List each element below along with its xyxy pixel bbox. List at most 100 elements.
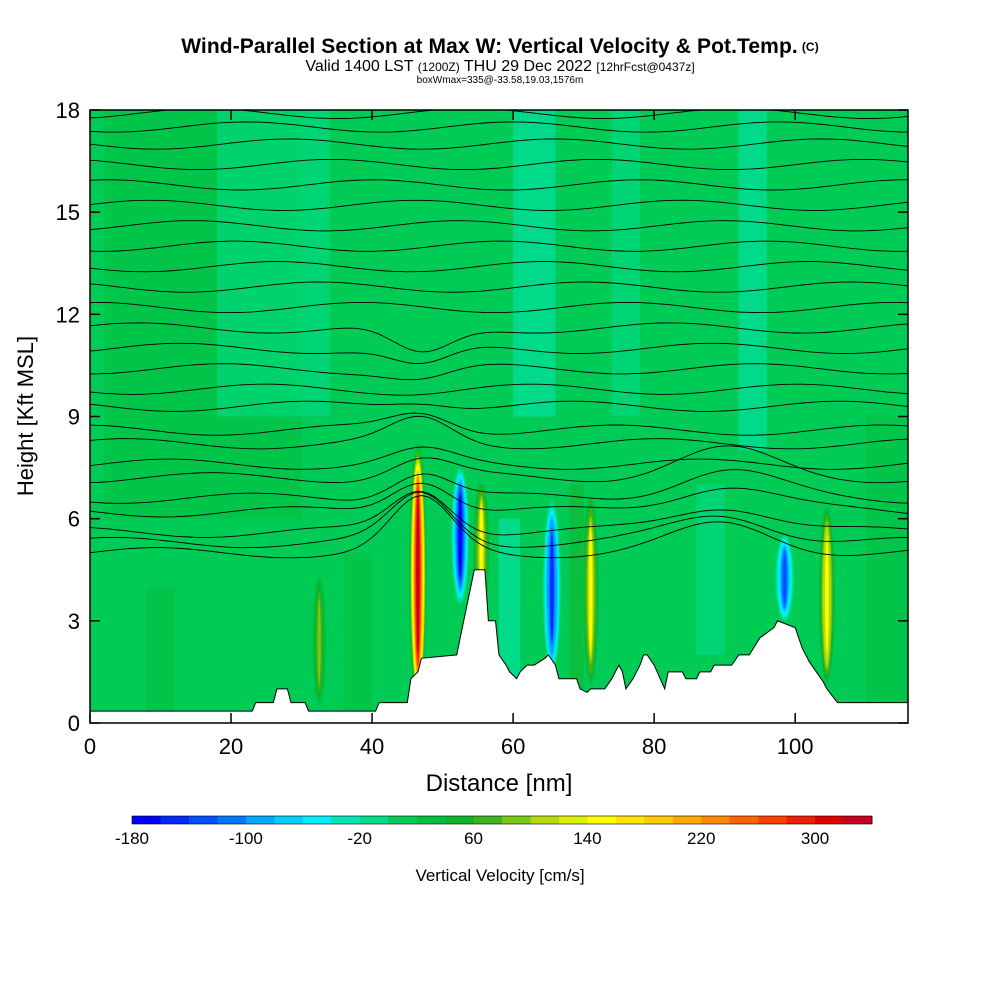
theta-contour-line (90, 322, 908, 353)
y-axis-label: Height [Kft MSL] (13, 336, 38, 496)
downdraft-core (451, 467, 470, 604)
x-tick-label: 60 (501, 734, 525, 759)
colorbar-swatch (331, 816, 361, 824)
colorbar-swatch (502, 816, 531, 824)
weak-motion-band (513, 110, 556, 417)
colorbar-swatch (815, 816, 845, 824)
colorbar-tick-label: -100 (229, 829, 263, 848)
updraft-core (408, 443, 427, 706)
y-tick-label: 15 (56, 200, 80, 225)
theta-contour-line (90, 281, 908, 293)
theta-contours (90, 110, 908, 559)
core-contour (783, 552, 787, 604)
y-tick-label: 9 (68, 405, 80, 430)
theta-contour-line (90, 491, 908, 549)
colorbar-tick-label: -180 (115, 829, 149, 848)
updraft-core (310, 569, 329, 713)
valid-date: THU 29 Dec 2022 (463, 58, 592, 75)
theta-contour-line (90, 446, 908, 470)
weak-motion-band (569, 484, 584, 689)
x-tick-label: 20 (219, 734, 243, 759)
chart-title: Wind-Parallel Section at Max W: Vertical… (0, 34, 1000, 60)
y-tick-label: 3 (68, 609, 80, 634)
theta-contour-line (90, 301, 908, 314)
colorbar-swatch (758, 816, 788, 824)
theta-contour-line (90, 240, 908, 252)
downdraft-core (775, 535, 794, 621)
theta-contour-line (90, 400, 908, 412)
plot-area (90, 110, 908, 723)
x-tick-label: 100 (777, 734, 814, 759)
core-contour (458, 494, 462, 577)
theta-contour-line (90, 342, 908, 364)
core-contour (589, 530, 593, 650)
theta-contour-line (90, 495, 908, 559)
weak-motion-band (611, 110, 641, 417)
colorbar-swatch (530, 816, 560, 824)
axes: 0 20 40 60 80 100 0 3 6 9 12 15 18 (56, 98, 908, 759)
colorbar-label: Vertical Velocity [cm/s] (415, 866, 584, 885)
colorbar-swatch (615, 816, 645, 824)
colorbar-swatch (843, 816, 873, 824)
colorbar-swatch (132, 816, 161, 824)
downdraft-core (542, 501, 561, 672)
x-axis-label: Distance [nm] (426, 770, 573, 797)
theta-contour-line (90, 138, 908, 150)
colorbar-swatch (359, 816, 389, 824)
theta-contour-line (90, 121, 908, 133)
core-contour (416, 496, 420, 654)
theta-contour-line (90, 490, 908, 538)
colorbar-swatch (302, 816, 332, 824)
colorbar-tick-label: 220 (687, 829, 715, 848)
colorbar-swatch (558, 816, 588, 824)
theta-contour-line (90, 363, 908, 381)
colorbar-swatch (274, 816, 304, 824)
colorbar-swatch (473, 816, 503, 824)
colorbar-tick-label: 300 (801, 829, 829, 848)
theta-contour-line (90, 261, 908, 273)
core-contour (825, 539, 829, 652)
colorbar: -180 -100 -20 60 140 220 300 (115, 815, 873, 848)
weak-motion-band (865, 416, 908, 723)
colorbar-swatch (644, 816, 674, 824)
theta-contour-line (90, 158, 908, 171)
valid-time: Valid 1400 LST (305, 58, 414, 75)
theta-contour-line (90, 179, 908, 191)
y-tick-label: 18 (56, 98, 80, 123)
colorbar-swatch (245, 816, 275, 824)
weak-motion-band (696, 484, 725, 655)
forecast-label: [12hrFcst@0437z] (596, 60, 695, 74)
valid-utc: (1200Z) (417, 60, 460, 74)
weak-motion-band (343, 552, 373, 723)
x-tick-label: 40 (360, 734, 384, 759)
x-tick-label: 80 (642, 734, 666, 759)
colorbar-swatch (160, 816, 190, 824)
x-tick-label: 0 (84, 734, 96, 759)
colorbar-frame (131, 815, 873, 825)
chart-subtitle: Valid 1400 LST (1200Z) THU 29 Dec 2022 [… (0, 59, 1000, 75)
core-contour (550, 535, 554, 638)
theta-contour-line (90, 383, 908, 396)
theta-contour-line (90, 445, 908, 484)
y-tick-label: 0 (68, 711, 80, 736)
colorbar-swatch (388, 816, 418, 824)
core-contour (317, 598, 321, 685)
weak-motion-band (738, 110, 767, 451)
theta-contour-line (90, 199, 908, 211)
colorbar-swatch (217, 816, 247, 824)
title-copyright: (C) (801, 40, 819, 54)
theta-contour-line (90, 482, 908, 518)
theta-contour-line (90, 469, 908, 504)
colorbar-swatch (672, 816, 702, 824)
colorbar-swatch (416, 816, 446, 824)
y-tick-label: 12 (56, 302, 80, 327)
colorbar-swatch (701, 816, 731, 824)
colorbar-swatch (786, 816, 816, 824)
terrain-mask (90, 569, 908, 723)
colorbar-swatch (188, 816, 218, 824)
updraft-core (581, 491, 600, 689)
colorbar-tick-label: -20 (347, 829, 372, 848)
colorbar-tick-label: 140 (573, 829, 601, 848)
theta-contour-line (90, 415, 908, 450)
